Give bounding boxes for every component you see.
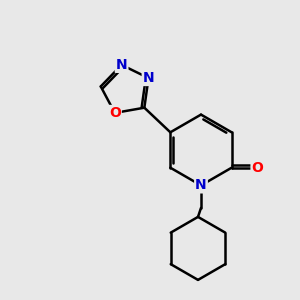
Text: N: N — [195, 178, 207, 192]
Text: O: O — [251, 161, 263, 175]
Text: N: N — [143, 71, 154, 85]
Text: N: N — [116, 58, 127, 72]
Text: O: O — [109, 106, 121, 120]
